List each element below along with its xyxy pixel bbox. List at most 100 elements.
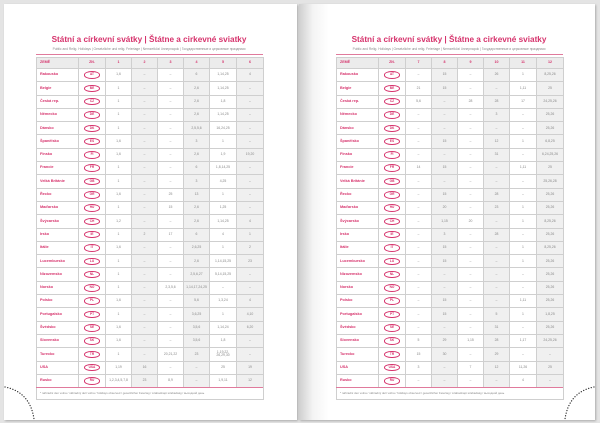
- holiday-days: 1,6: [105, 134, 132, 149]
- country-name: Rusko: [336, 373, 379, 389]
- holiday-days: 1,6: [105, 333, 132, 349]
- holiday-days: 5,6: [183, 294, 210, 309]
- holiday-days: –: [483, 81, 510, 96]
- table-row: Švýcarsko CH 1,2– –2,6 1,14,25 4: [36, 214, 264, 229]
- holiday-days: 8,25,26: [536, 214, 564, 229]
- holiday-days: –: [131, 121, 158, 136]
- country-code-badge: ES: [384, 137, 400, 146]
- country-name: USA: [336, 360, 379, 375]
- holiday-days: –: [457, 227, 484, 242]
- holiday-days: 1,6: [105, 67, 132, 83]
- holiday-days: 1,8,25: [536, 307, 564, 322]
- holiday-days: 1: [105, 227, 132, 242]
- holiday-days: –: [131, 187, 158, 202]
- country-code-badge: HU: [384, 204, 400, 212]
- header-month: 1: [105, 57, 132, 69]
- country-code-cell: PT: [378, 307, 406, 322]
- holiday-days: 2,6,25: [183, 240, 210, 256]
- country-name: Nizozemsko: [36, 267, 79, 282]
- holiday-days: 15: [431, 307, 458, 322]
- holiday-days: –: [183, 360, 210, 375]
- holiday-days: 12: [483, 134, 510, 149]
- holiday-days: 23: [131, 373, 158, 389]
- country-name: USA: [36, 360, 79, 375]
- holiday-days: –: [236, 267, 264, 282]
- holiday-days: 24,25,26: [536, 94, 564, 109]
- holiday-days: –: [431, 174, 458, 189]
- holiday-days: 4: [209, 227, 237, 242]
- holiday-days: 25,26: [536, 200, 564, 216]
- country-name: Německo: [336, 107, 379, 123]
- country-code-cell: AT: [78, 67, 106, 83]
- holiday-days: –: [405, 307, 432, 322]
- holiday-days: 1: [509, 240, 537, 256]
- table-row: Řecko GR –15–28–25,26: [336, 187, 564, 202]
- table-row: Turecko TR 1–20,21,22 23 1,19,22, 26,29,30–: [36, 347, 264, 362]
- table-row: USA USA 3–7 12 11,26 25: [336, 360, 564, 375]
- holiday-days: –: [405, 227, 432, 242]
- table-row: Česká rep. CZ 5,6–28 28 17 24,25,26: [336, 94, 564, 109]
- holiday-days: 15: [431, 240, 458, 256]
- holiday-days: –: [457, 320, 484, 335]
- holiday-days: 1: [105, 161, 132, 176]
- country-name: Turecko: [336, 347, 379, 362]
- country-name: Finsko: [36, 147, 79, 163]
- header-month: 7: [405, 57, 432, 69]
- country-code-badge: SK: [384, 337, 400, 345]
- holidays-table-jan-jun: ZEMĚ ZN. 1 2 3 4 5 6 Rakousko AT 1,6– –6 1,14,25 4 Bel…: [36, 57, 264, 401]
- holiday-days: 13: [183, 187, 210, 202]
- holiday-days: 19: [236, 360, 264, 375]
- country-code-badge: GB: [384, 177, 400, 186]
- table-row: Francie FR 1– –6 1,8,14,25–: [36, 161, 264, 176]
- holiday-days: –: [183, 373, 210, 389]
- page-corner-dots: [564, 386, 595, 420]
- holiday-days: 25,26: [536, 254, 564, 269]
- country-code-badge: IE: [84, 230, 100, 239]
- holiday-days: –: [236, 134, 264, 149]
- country-name: Rakousko: [336, 67, 379, 83]
- country-name: Belgie: [36, 81, 79, 96]
- holiday-days: –: [457, 373, 484, 389]
- table-row: Česká rep. CZ 1– –2,6 1,8–: [36, 94, 264, 109]
- holiday-days: 29: [483, 347, 510, 362]
- country-name: Belgie: [336, 81, 379, 96]
- country-code-badge: HU: [84, 204, 100, 212]
- holiday-days: 3: [405, 360, 432, 375]
- holiday-days: 31: [483, 320, 510, 335]
- country-code-cell: TR: [378, 347, 406, 362]
- table-row: Polsko PL 1,6– –5,6 1,3,24 4: [36, 294, 264, 309]
- table-row: Španělsko ES –15–12 1 6,8,25: [336, 134, 564, 149]
- header-country: ZEMĚ: [36, 57, 79, 69]
- holiday-days: –: [457, 174, 484, 189]
- holiday-days: 3,5,6: [183, 320, 210, 335]
- holiday-days: 1,9: [209, 147, 237, 163]
- country-code-badge: RU: [384, 377, 400, 385]
- holiday-days: –: [457, 81, 484, 96]
- holiday-days: 1,6: [105, 240, 132, 256]
- country-name: Itálie: [36, 240, 79, 256]
- country-code-badge: LU: [84, 257, 100, 266]
- holiday-days: 28: [483, 227, 510, 242]
- holiday-days: 25,26: [536, 121, 564, 136]
- country-code-cell: GR: [378, 187, 406, 202]
- holiday-days: –: [431, 373, 458, 389]
- country-name: Norsko: [36, 280, 79, 296]
- table-row: Finsko FI – – –31–6,24,25,26: [336, 147, 564, 163]
- country-name: Španělsko: [36, 134, 79, 149]
- holiday-days: 1: [236, 227, 264, 242]
- holiday-days: 1: [509, 200, 537, 216]
- holiday-days: 1,6: [105, 187, 132, 202]
- holiday-days: –: [457, 294, 484, 309]
- holiday-days: 15: [431, 134, 458, 149]
- holiday-days: –: [131, 107, 158, 123]
- table-row: Maďarsko HU –20–23 1 25,26: [336, 200, 564, 216]
- country-code-cell: SE: [378, 320, 406, 335]
- country-name: Lucembursko: [36, 254, 79, 269]
- holiday-days: 1: [105, 174, 132, 189]
- holiday-days: 3: [183, 134, 210, 149]
- holiday-days: 2,6: [183, 81, 210, 96]
- country-code-badge: FI: [84, 151, 100, 159]
- country-code-badge: NL: [384, 270, 400, 279]
- holiday-days: 6: [183, 67, 210, 83]
- holiday-days: –: [236, 121, 264, 136]
